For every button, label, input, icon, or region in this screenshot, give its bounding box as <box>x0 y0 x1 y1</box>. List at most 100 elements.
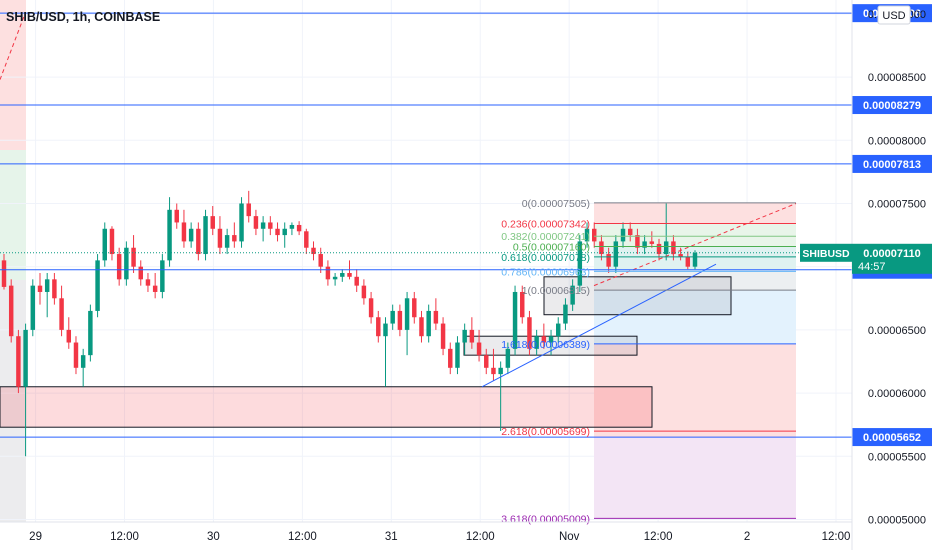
candle-body <box>311 247 316 255</box>
candle-body <box>44 279 50 292</box>
candle-body <box>577 241 583 286</box>
candle-body <box>102 228 108 261</box>
candle-body <box>505 348 511 368</box>
candle-body <box>37 285 43 292</box>
fib-label: 0.618(0.00007078) <box>501 252 590 264</box>
candle-body <box>397 310 403 330</box>
y-tick-label: 0.00006500 <box>868 325 926 337</box>
fib-label: 0.5(0.00007160) <box>513 241 590 253</box>
candle-body <box>152 285 158 292</box>
fib-label: 1(0.00006815) <box>522 285 590 297</box>
fib-label: 0.382(0.00007241) <box>501 231 590 243</box>
candle-body <box>95 260 100 311</box>
candle-body <box>404 298 410 330</box>
price-line-tag <box>852 154 932 173</box>
x-tick-label: Nov <box>559 531 580 543</box>
candle-body <box>469 329 475 343</box>
candle-body <box>455 342 460 368</box>
x-tick-label: 30 <box>207 531 220 543</box>
y-tick-label: 0.00005500 <box>868 451 926 463</box>
fib-label: 0.786(0.00006963) <box>501 266 590 278</box>
countdown-label: 44:57 <box>858 261 886 273</box>
candle-body <box>541 336 547 343</box>
candle-body <box>275 228 280 236</box>
candle-body <box>390 310 395 324</box>
candle-body <box>66 329 72 343</box>
x-tick-label: 2 <box>744 531 750 543</box>
price-line-tag-label: 0.00008279 <box>863 100 921 112</box>
price-line-tag-label: 0.00007813 <box>863 159 921 171</box>
candle-body <box>1 260 7 287</box>
y-tick-label: 0.00006000 <box>868 388 926 400</box>
candle-body <box>462 329 467 343</box>
candle-body <box>570 285 575 305</box>
candle-body <box>440 323 446 349</box>
candle-body <box>484 355 489 368</box>
candle-body <box>124 247 129 280</box>
price-axis[interactable]: 0.000090060.000082790.000078130.00006976… <box>800 0 932 550</box>
candle-body <box>131 247 136 267</box>
x-tick-label: 31 <box>385 531 398 543</box>
candle-body <box>656 243 662 255</box>
x-tick-label: 29 <box>29 531 42 543</box>
price-lines <box>0 12 852 438</box>
candle-body <box>109 228 115 255</box>
candle-body <box>23 329 28 387</box>
candle-body <box>88 310 93 356</box>
candle-body <box>224 235 230 248</box>
candle-body <box>649 241 655 244</box>
candle-body <box>361 285 367 299</box>
candle-body <box>16 336 21 387</box>
candle-body <box>426 310 431 337</box>
candle-body <box>296 224 302 232</box>
candle-body <box>73 342 79 368</box>
drawing-zones <box>0 202 796 519</box>
fib-band <box>594 202 796 224</box>
candle-body <box>145 279 151 286</box>
candle-body <box>160 260 165 292</box>
candle-body <box>260 222 266 229</box>
price-line-tag <box>852 428 932 447</box>
candle-body <box>232 235 237 242</box>
x-tick-label: 12:00 <box>822 531 851 543</box>
fib-label: 2.618(0.00005699) <box>501 426 590 438</box>
candles <box>1 190 698 457</box>
currency-button[interactable] <box>877 5 911 25</box>
candle-body <box>174 209 179 223</box>
stop-zone <box>594 343 796 438</box>
candle-body <box>692 252 698 267</box>
candle-body <box>30 285 36 330</box>
candle-body <box>419 317 424 337</box>
candle-body <box>534 336 539 349</box>
candle-body <box>376 317 381 337</box>
y-tick-label: 0.00008000 <box>868 135 926 147</box>
candle-body <box>116 254 122 280</box>
candle-body <box>8 285 14 337</box>
candle-body <box>138 266 143 280</box>
fibonacci-extension[interactable]: 0(0.00007505) 0.236(0.00007342)0.382(0.00… <box>501 198 796 525</box>
candle-body <box>203 216 208 255</box>
currency-label: USD <box>882 10 905 22</box>
candle-body <box>210 216 215 229</box>
y-tick-label: 0.00008500 <box>868 72 926 84</box>
candle-body <box>196 228 201 255</box>
x-tick-label: 12:00 <box>466 531 495 543</box>
time-axis[interactable]: 29 12:00 30 12:00 31 12:00 Nov 12:00 2 12:00 <box>0 521 852 543</box>
symbol-tag-label: SHIBUSD <box>802 248 850 260</box>
candle-body <box>253 216 259 229</box>
x-tick-label: 12:00 <box>110 531 139 543</box>
x-tick-label: 12:00 <box>644 531 673 543</box>
candle-body <box>606 254 611 267</box>
y-tick-label: 0.00005000 <box>868 514 926 526</box>
projection-line <box>593 203 797 287</box>
candle-body <box>325 266 331 280</box>
candle-body <box>627 228 633 236</box>
fib-label: 3.618(0.00005009) <box>501 513 590 525</box>
y-tick-label: 0.00007500 <box>868 198 926 210</box>
candle-body <box>678 254 683 257</box>
candle-body <box>268 222 273 229</box>
x-tick-label: 12:00 <box>288 531 317 543</box>
fib-label: 0(0.00007505) <box>522 198 590 210</box>
candle-body <box>368 298 374 318</box>
